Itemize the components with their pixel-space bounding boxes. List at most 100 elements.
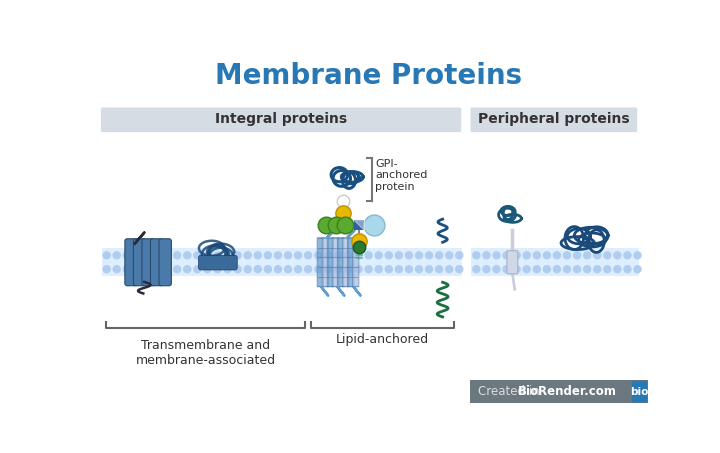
Circle shape xyxy=(375,266,382,273)
Text: Transmembrane and
membrane-associated: Transmembrane and membrane-associated xyxy=(135,339,276,367)
Circle shape xyxy=(554,252,560,259)
Circle shape xyxy=(305,266,312,273)
Circle shape xyxy=(113,266,120,273)
Circle shape xyxy=(405,266,413,273)
Circle shape xyxy=(133,266,140,273)
Circle shape xyxy=(513,252,520,259)
Circle shape xyxy=(123,266,130,273)
Circle shape xyxy=(254,266,261,273)
Circle shape xyxy=(113,252,120,259)
Circle shape xyxy=(335,252,342,259)
Circle shape xyxy=(614,266,621,273)
Circle shape xyxy=(446,252,453,259)
Circle shape xyxy=(405,252,413,259)
Circle shape xyxy=(103,266,110,273)
Circle shape xyxy=(254,252,261,259)
Circle shape xyxy=(634,252,641,259)
Text: Lipid-anchored: Lipid-anchored xyxy=(336,333,428,346)
Circle shape xyxy=(143,266,150,273)
FancyBboxPatch shape xyxy=(125,239,138,286)
FancyBboxPatch shape xyxy=(354,220,364,230)
FancyBboxPatch shape xyxy=(471,107,637,132)
Circle shape xyxy=(244,252,251,259)
Circle shape xyxy=(274,252,282,259)
Circle shape xyxy=(594,266,600,273)
Circle shape xyxy=(315,266,322,273)
Text: Membrane Proteins: Membrane Proteins xyxy=(215,62,523,90)
Circle shape xyxy=(634,266,641,273)
Circle shape xyxy=(503,252,510,259)
Circle shape xyxy=(305,252,312,259)
Circle shape xyxy=(365,266,372,273)
Circle shape xyxy=(335,266,342,273)
Circle shape xyxy=(584,266,590,273)
Circle shape xyxy=(204,266,211,273)
Circle shape xyxy=(523,252,530,259)
Circle shape xyxy=(624,266,631,273)
Circle shape xyxy=(436,266,443,273)
Circle shape xyxy=(294,266,302,273)
Circle shape xyxy=(604,252,611,259)
Circle shape xyxy=(163,252,171,259)
Circle shape xyxy=(624,252,631,259)
Circle shape xyxy=(375,252,382,259)
Circle shape xyxy=(264,252,271,259)
Circle shape xyxy=(174,252,181,259)
FancyBboxPatch shape xyxy=(631,381,647,402)
FancyBboxPatch shape xyxy=(317,238,324,287)
Text: GPI-
anchored
protein: GPI- anchored protein xyxy=(375,159,428,192)
Circle shape xyxy=(385,266,392,273)
Circle shape xyxy=(564,266,570,273)
Circle shape xyxy=(153,252,161,259)
FancyBboxPatch shape xyxy=(159,239,171,286)
Circle shape xyxy=(365,252,372,259)
Circle shape xyxy=(493,252,500,259)
Circle shape xyxy=(163,266,171,273)
Bar xyxy=(472,248,639,276)
Circle shape xyxy=(493,266,500,273)
Circle shape xyxy=(456,252,463,259)
Circle shape xyxy=(446,266,453,273)
Circle shape xyxy=(234,266,241,273)
Text: Integral proteins: Integral proteins xyxy=(215,112,348,126)
FancyBboxPatch shape xyxy=(352,238,359,287)
Circle shape xyxy=(523,266,530,273)
Circle shape xyxy=(345,252,352,259)
Circle shape xyxy=(123,252,130,259)
Polygon shape xyxy=(354,220,364,230)
Circle shape xyxy=(194,252,201,259)
FancyBboxPatch shape xyxy=(332,238,339,287)
Circle shape xyxy=(473,252,480,259)
Circle shape xyxy=(133,252,140,259)
Circle shape xyxy=(456,266,463,273)
Circle shape xyxy=(436,252,443,259)
Circle shape xyxy=(244,266,251,273)
Circle shape xyxy=(204,252,211,259)
Circle shape xyxy=(345,266,352,273)
FancyBboxPatch shape xyxy=(199,255,238,270)
FancyBboxPatch shape xyxy=(337,238,344,287)
Circle shape xyxy=(503,266,510,273)
Circle shape xyxy=(174,266,181,273)
Circle shape xyxy=(224,266,231,273)
Circle shape xyxy=(385,252,392,259)
Circle shape xyxy=(544,266,550,273)
Circle shape xyxy=(564,252,570,259)
Circle shape xyxy=(554,266,560,273)
Circle shape xyxy=(426,252,433,259)
Circle shape xyxy=(355,252,362,259)
Circle shape xyxy=(274,266,282,273)
Circle shape xyxy=(214,252,221,259)
Circle shape xyxy=(103,252,110,259)
Circle shape xyxy=(426,266,433,273)
Circle shape xyxy=(483,252,490,259)
Circle shape xyxy=(143,252,150,259)
Circle shape xyxy=(513,266,520,273)
Circle shape xyxy=(614,252,621,259)
Circle shape xyxy=(415,266,423,273)
Circle shape xyxy=(395,266,402,273)
FancyBboxPatch shape xyxy=(507,251,518,274)
FancyBboxPatch shape xyxy=(342,238,349,287)
Circle shape xyxy=(544,252,550,259)
Circle shape xyxy=(214,266,221,273)
